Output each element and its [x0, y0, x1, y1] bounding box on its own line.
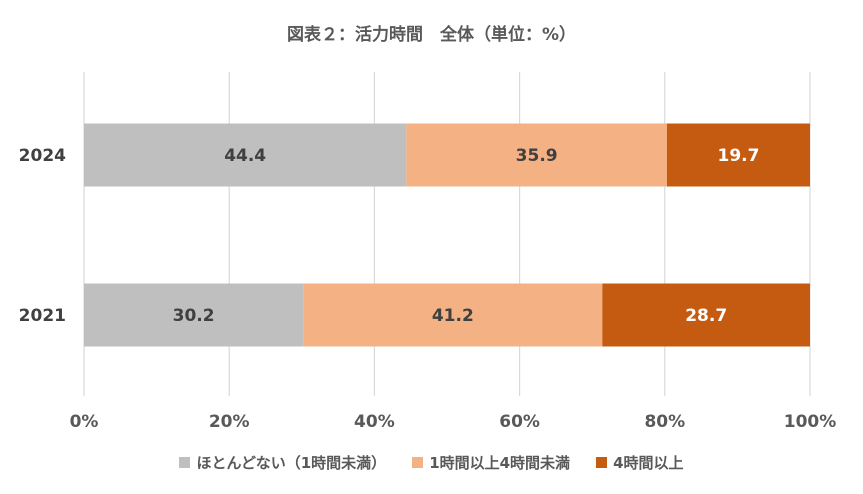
legend-label: 1時間以上4時間未満 [429, 454, 571, 472]
data-label: 28.7 [685, 306, 727, 326]
legend-item: 1時間以上4時間未満 [412, 452, 570, 473]
chart-title: 図表２：活力時間 全体（単位：%） [286, 25, 577, 45]
legend-label: ほとんどない（1時間未満） [196, 454, 387, 472]
data-label: 41.2 [432, 306, 474, 326]
category-label: 2021 [19, 306, 66, 326]
legend-item: 4時間以上 [596, 452, 684, 473]
data-label: 30.2 [173, 306, 215, 326]
legend-item: ほとんどない（1時間未満） [179, 452, 386, 473]
x-tick-label: 0% [70, 412, 99, 432]
legend-swatch [596, 457, 608, 468]
bar-segment [666, 123, 810, 187]
x-tick-label: 40% [354, 412, 395, 432]
data-label: 19.7 [718, 146, 760, 166]
legend-swatch [179, 457, 191, 468]
bar-segment [84, 283, 304, 347]
x-tick-label: 60% [499, 412, 540, 432]
category-label: 2024 [19, 146, 66, 166]
bar-segment [406, 123, 667, 187]
bar-segment [303, 283, 603, 347]
x-tick-label: 100% [784, 412, 837, 432]
bar-segment [602, 283, 810, 347]
x-tick-label: 20% [209, 412, 250, 432]
bar-segment [84, 123, 407, 187]
x-tick-label: 80% [644, 412, 685, 432]
legend: ほとんどない（1時間未満） 1時間以上4時間未満 4時間以上 [0, 452, 863, 473]
legend-label: 4時間以上 [613, 454, 684, 472]
legend-swatch [412, 457, 424, 468]
data-label: 44.4 [224, 146, 266, 166]
data-label: 35.9 [516, 146, 558, 166]
